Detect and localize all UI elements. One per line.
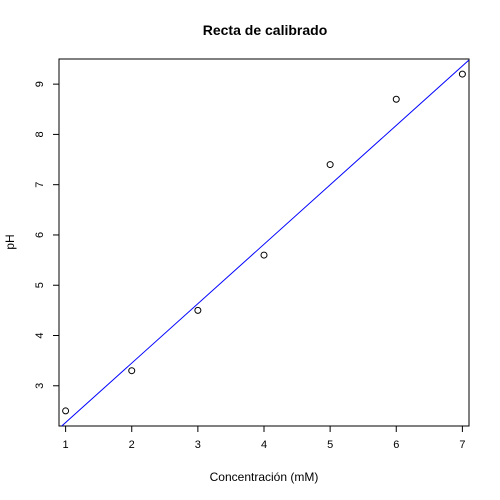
data-point <box>260 251 268 259</box>
y-tick-label: 3 <box>34 383 46 389</box>
data-points <box>62 70 466 415</box>
data-point <box>326 161 334 169</box>
x-axis-label: Concentración (mM) <box>210 470 319 484</box>
y-tick-label: 8 <box>34 131 46 137</box>
y-tick-label: 4 <box>34 332 46 338</box>
x-tick-label: 7 <box>459 439 465 451</box>
x-tick-label: 6 <box>393 439 399 451</box>
x-tick-label: 1 <box>63 439 69 451</box>
x-tick-label: 5 <box>327 439 333 451</box>
y-tick-label: 5 <box>34 282 46 288</box>
y-tick-label: 6 <box>34 232 46 238</box>
y-tick-label: 9 <box>34 81 46 87</box>
chart-title: Recta de calibrado <box>203 22 328 38</box>
regression-line <box>61 59 470 427</box>
y-axis: 3 4 5 6 7 8 9 <box>34 81 59 389</box>
y-axis-label: pH <box>3 234 17 249</box>
x-tick-label: 3 <box>195 439 201 451</box>
plot-frame <box>58 58 470 427</box>
x-axis: 1 2 3 4 5 6 7 <box>63 426 465 451</box>
y-tick-label: 7 <box>34 182 46 188</box>
data-point <box>62 407 70 415</box>
data-point <box>128 367 136 375</box>
fit-line-group <box>61 59 470 427</box>
data-point <box>458 70 466 78</box>
data-point <box>194 306 202 314</box>
x-tick-label: 2 <box>129 439 135 451</box>
x-tick-label: 4 <box>261 439 267 451</box>
data-point <box>392 95 400 103</box>
